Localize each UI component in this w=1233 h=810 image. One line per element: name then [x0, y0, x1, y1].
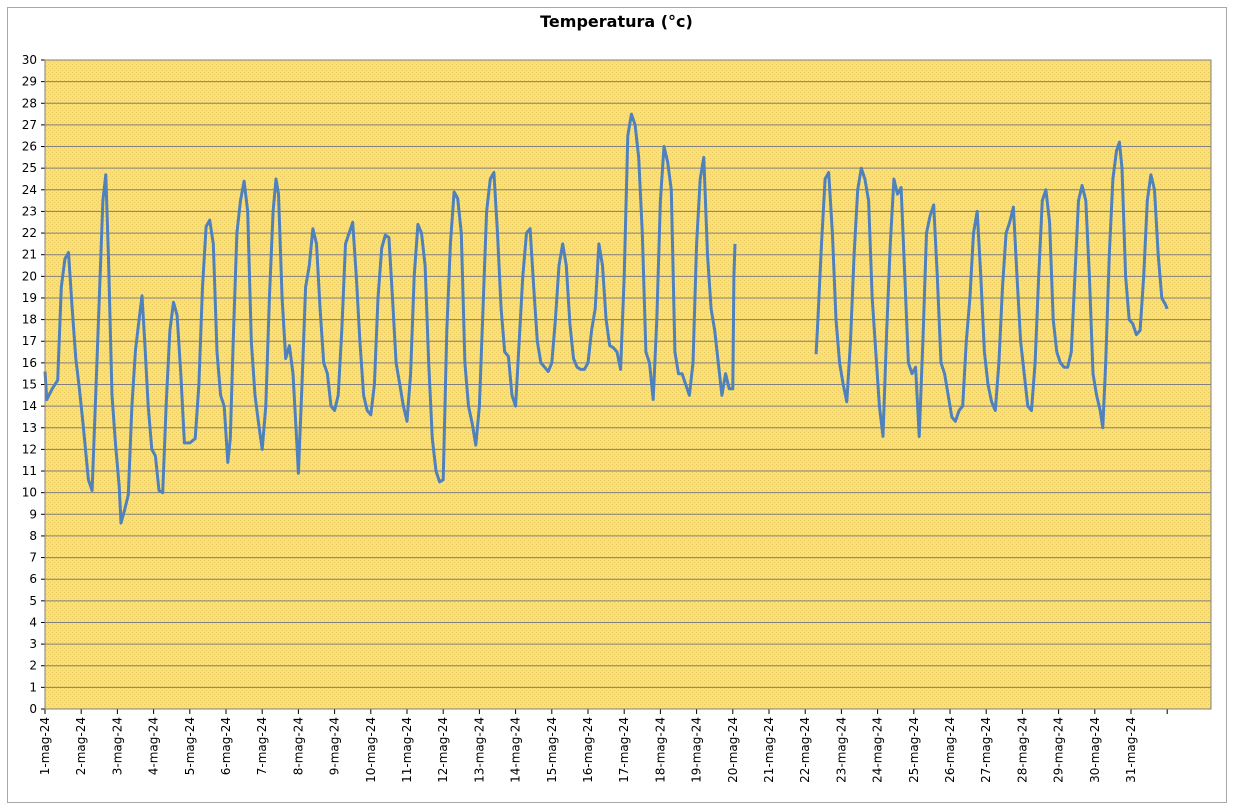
y-tick-label: 30 [22, 53, 37, 67]
x-tick-label: 15-mag-24 [545, 717, 559, 783]
x-tick-label: 8-mag-24 [291, 717, 305, 775]
y-tick-label: 10 [22, 486, 37, 500]
y-tick-label: 24 [22, 183, 37, 197]
y-tick-label: 27 [22, 118, 37, 132]
x-tick-label: 28-mag-24 [1015, 717, 1029, 783]
x-tick-label: 7-mag-24 [255, 717, 269, 775]
x-tick-label: 5-mag-24 [183, 717, 197, 775]
y-tick-label: 25 [22, 161, 37, 175]
x-tick-label: 24-mag-24 [871, 717, 885, 783]
y-tick-label: 6 [29, 572, 37, 586]
x-tick-label: 30-mag-24 [1088, 717, 1102, 783]
y-tick-label: 21 [22, 248, 37, 262]
x-tick-label: 12-mag-24 [436, 717, 450, 783]
y-tick-label: 5 [29, 594, 37, 608]
x-tick-label: 20-mag-24 [726, 717, 740, 783]
y-tick-label: 18 [22, 313, 37, 327]
x-tick-label: 1-mag-24 [38, 717, 52, 775]
x-tick-label: 19-mag-24 [690, 717, 704, 783]
x-tick-label: 9-mag-24 [328, 717, 342, 775]
x-tick-label: 2-mag-24 [74, 717, 88, 775]
series-group [43, 112, 1169, 525]
x-tick-label: 18-mag-24 [653, 717, 667, 783]
temperature-line-segment [814, 140, 1169, 438]
x-axis-ticks: 1-mag-24 2-mag-24 3-mag-24 4-mag-24 5-mag-24… [38, 709, 1168, 783]
x-tick-label: 3-mag-24 [110, 717, 124, 775]
y-tick-label: 3 [29, 637, 37, 651]
y-tick-label: 11 [22, 464, 37, 478]
y-tick-label: 26 [22, 140, 37, 154]
x-tick-label: 21-mag-24 [762, 717, 776, 783]
y-axis-ticks: 0123456789101112131415161718192021222324… [22, 53, 45, 716]
y-tick-label: 13 [22, 421, 37, 435]
x-tick-label: 16-mag-24 [581, 717, 595, 783]
y-tick-label: 1 [29, 680, 37, 694]
x-tick-label: 10-mag-24 [364, 717, 378, 783]
x-tick-label: 27-mag-24 [979, 717, 993, 783]
temperature-line-segment [43, 112, 737, 525]
x-tick-label: 13-mag-24 [472, 717, 486, 783]
y-tick-label: 8 [29, 529, 37, 543]
y-tick-label: 14 [22, 399, 37, 413]
x-tick-label: 14-mag-24 [509, 717, 523, 783]
y-tick-label: 20 [22, 269, 37, 283]
x-tick-label: 26-mag-24 [943, 717, 957, 783]
x-tick-label: 17-mag-24 [617, 717, 631, 783]
x-tick-label: 6-mag-24 [219, 717, 233, 775]
y-tick-label: 16 [22, 356, 37, 370]
y-tick-label: 9 [29, 507, 37, 521]
y-tick-label: 7 [29, 551, 37, 565]
y-tick-label: 2 [29, 659, 37, 673]
y-tick-label: 17 [22, 334, 37, 348]
y-tick-label: 29 [22, 75, 37, 89]
x-tick-label: 23-mag-24 [834, 717, 848, 783]
y-tick-label: 19 [22, 291, 37, 305]
x-tick-label: 4-mag-24 [147, 717, 161, 775]
y-tick-label: 12 [22, 442, 37, 456]
x-tick-label: 11-mag-24 [400, 717, 414, 783]
y-tick-label: 4 [29, 615, 37, 629]
y-tick-label: 0 [29, 702, 37, 716]
chart-title: Temperatura (°c) [540, 12, 693, 31]
y-tick-label: 15 [22, 378, 37, 392]
plot-border [44, 59, 1212, 710]
y-tick-label: 22 [22, 226, 37, 240]
y-tick-label: 28 [22, 96, 37, 110]
x-tick-label: 31-mag-24 [1124, 717, 1138, 783]
x-tick-label: 25-mag-24 [907, 717, 921, 783]
x-tick-label: 29-mag-24 [1052, 717, 1066, 783]
y-tick-label: 23 [22, 204, 37, 218]
x-tick-label: 22-mag-24 [798, 717, 812, 783]
